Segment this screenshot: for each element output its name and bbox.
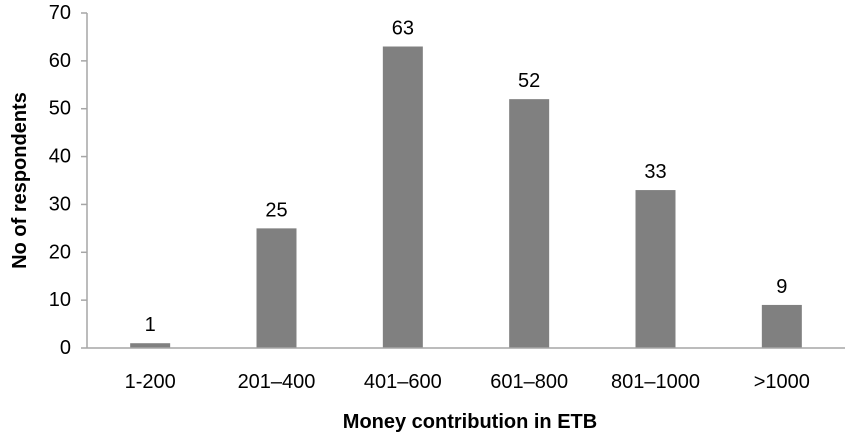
y-tick-label: 40 [49, 146, 71, 168]
bar [635, 190, 676, 348]
data-label: 9 [776, 276, 787, 298]
data-label: 52 [518, 70, 540, 92]
bar [761, 304, 802, 348]
x-axis-ticks: 1-200 201–400 401–600 601–800 801–1000 >1000 [125, 371, 810, 393]
y-axis-ticks: 0 10 20 30 40 50 60 70 [49, 2, 87, 359]
x-tick-label: 201–400 [238, 371, 316, 393]
data-label: 1 [145, 314, 156, 336]
bar [509, 99, 550, 349]
x-tick-label: 601–800 [490, 371, 568, 393]
x-tick-label: >1000 [754, 371, 810, 393]
data-labels: 1 25 63 52 33 9 [145, 18, 788, 337]
y-tick-label: 70 [49, 2, 71, 24]
x-tick-label: 801–1000 [611, 371, 700, 393]
data-label: 63 [392, 18, 414, 40]
x-axis-title: Money contribution in ETB [343, 411, 597, 433]
y-tick-label: 60 [49, 50, 71, 72]
y-tick-label: 30 [49, 193, 71, 215]
y-tick-label: 10 [49, 289, 71, 311]
bar [256, 228, 297, 348]
y-tick-label: 20 [49, 241, 71, 263]
y-tick-label: 50 [49, 98, 71, 120]
x-tick-label: 401–600 [364, 371, 442, 393]
y-tick-label: 0 [60, 337, 71, 359]
bars [130, 46, 802, 349]
data-label: 33 [644, 161, 666, 183]
bar [130, 343, 171, 348]
bar [382, 46, 423, 348]
x-tick-label: 1-200 [125, 371, 176, 393]
data-label: 25 [265, 199, 287, 221]
y-axis-title: No of respondents [9, 92, 31, 269]
